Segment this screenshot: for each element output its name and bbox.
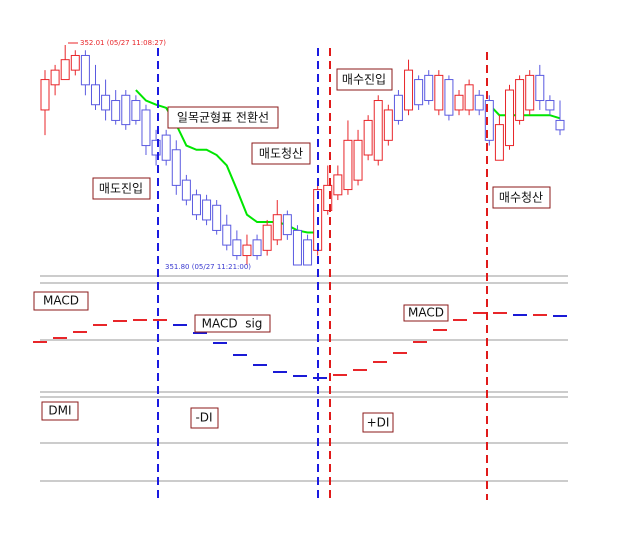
annotation-box	[336, 68, 393, 91]
annotation-box	[41, 401, 79, 421]
candle-body	[535, 74, 545, 102]
candle-body	[454, 94, 464, 111]
candle-body	[202, 199, 212, 221]
annotation: 일목균형표 전환선	[177, 111, 269, 125]
series-label: MACD	[408, 306, 444, 320]
candle-body	[484, 100, 494, 141]
candle-body	[111, 100, 121, 121]
marks	[33, 45, 568, 379]
candle-body	[424, 74, 434, 102]
candle-body	[60, 59, 70, 81]
candle-body	[171, 149, 181, 186]
annotation: 매수청산	[499, 191, 543, 205]
annotation-box	[251, 142, 311, 165]
candle-body	[181, 179, 191, 201]
low-label: 351.80 (05/27 11:21:00)	[165, 263, 251, 271]
candle-body	[131, 100, 141, 121]
candle-body	[282, 214, 292, 236]
candle-body	[515, 79, 525, 121]
annotation: 매수진입	[342, 73, 386, 87]
candle-body	[141, 109, 151, 147]
candle-body	[383, 109, 393, 141]
annotations: 일목균형표 전환선 매도청산 매도진입 매수진입 매수청산 MACD MACD …	[33, 68, 551, 433]
candle-body	[252, 239, 262, 257]
candle-body	[292, 229, 302, 266]
candle-body	[393, 94, 403, 121]
candle-body	[343, 139, 353, 191]
candle-body	[121, 94, 131, 126]
candle-body	[191, 194, 201, 216]
candle-body	[414, 79, 424, 106]
annotation-box	[92, 177, 151, 200]
annotation-box	[167, 106, 279, 129]
candle-body	[494, 124, 504, 161]
series-label: -DI	[195, 411, 212, 425]
candle-body	[80, 54, 90, 86]
series-label: +DI	[367, 416, 390, 430]
candle-body	[464, 84, 474, 111]
candle-body	[262, 224, 272, 251]
candle-body	[151, 139, 161, 156]
annotation-box	[194, 314, 271, 333]
candle-body	[101, 94, 111, 111]
annotation: 매도청산	[259, 147, 303, 161]
candle-body	[70, 54, 80, 71]
candle-body	[242, 244, 252, 257]
candle-body	[222, 224, 232, 246]
candle-body	[232, 239, 242, 257]
annotation-box	[190, 407, 219, 429]
annotation: 매도진입	[99, 182, 143, 196]
candle-body	[40, 79, 50, 111]
candle-body	[474, 94, 484, 111]
candle-body	[434, 74, 444, 111]
candle-body	[404, 69, 414, 111]
candle-body	[505, 89, 515, 147]
candle-body	[525, 74, 535, 111]
candle-body	[444, 79, 454, 116]
annotation-box	[403, 304, 449, 322]
candle-body	[90, 84, 100, 106]
candle-body	[373, 100, 383, 161]
candle-body	[545, 100, 555, 111]
signal-lines	[157, 48, 488, 500]
candle-body	[212, 204, 222, 231]
candle-body	[363, 119, 373, 156]
annotation-box	[33, 291, 89, 311]
candle-body	[555, 119, 565, 131]
candle-body	[353, 139, 363, 181]
annotation-box	[492, 186, 551, 209]
candle-body	[161, 134, 171, 161]
candle-body	[303, 239, 313, 266]
reference-lines	[40, 275, 568, 482]
candle-body	[333, 174, 343, 196]
candle-body	[50, 69, 60, 86]
series-label: MACD	[43, 294, 79, 308]
series-label: MACD sig	[202, 317, 263, 331]
candle-body	[323, 184, 333, 212]
high-label: 352.01 (05/27 11:08:27)	[80, 39, 166, 47]
panel-title: DMI	[48, 404, 71, 418]
candle-body	[272, 214, 282, 241]
annotation-box	[362, 412, 394, 433]
